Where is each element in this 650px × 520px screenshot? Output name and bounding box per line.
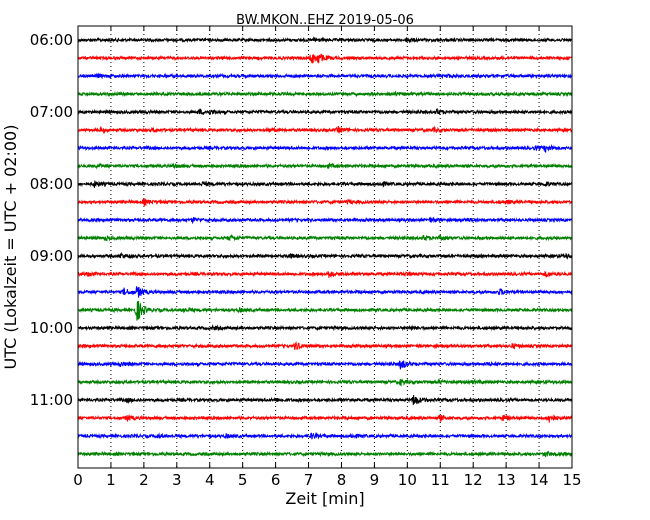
plot-frame [77,25,573,469]
y-hour-label: 11:00 [30,391,73,409]
trace-line [77,233,573,242]
x-axis: 0 1 2 3 4 5 6 7 8 9 10 11 12 13 14 15 [73,26,582,489]
x-tick-label: 7 [304,471,314,489]
trace-line [77,90,573,98]
trace-line [77,180,573,188]
trace-line [77,431,573,440]
x-tick-label: 9 [370,471,380,489]
x-tick-label: 10 [398,471,417,489]
trace-line [77,413,573,423]
y-hour-label: 09:00 [30,247,73,265]
trace-line [77,324,573,332]
x-tick-label: 1 [106,471,116,489]
trace-line [77,36,573,44]
trace-line [77,107,573,116]
y-hour-label: 10:00 [30,319,73,337]
vertical-grid [110,26,540,468]
trace-line [77,251,573,260]
y-axis: 06:00 07:00 08:00 09:00 10:00 11:00 [30,31,572,409]
trace-group [77,36,573,458]
x-tick-label: 8 [337,471,347,489]
trace-line [77,216,573,225]
trace-line [77,300,573,321]
trace-line [77,270,573,278]
x-tick-label: 11 [431,471,450,489]
x-tick-label: 14 [530,471,549,489]
y-axis-label: UTC (Lokalzeit = UTC + 02:00) [1,125,20,370]
y-hour-label: 06:00 [30,31,73,49]
x-tick-label: 3 [172,471,182,489]
trace-line [77,162,573,170]
trace-line [77,450,573,458]
x-tick-label: 4 [205,471,215,489]
x-tick-label: 5 [238,471,248,489]
trace-line [77,360,573,370]
x-tick-label: 15 [562,471,581,489]
x-tick-label: 13 [497,471,516,489]
trace-line [77,286,573,298]
trace-line [77,72,573,80]
trace-line [77,125,573,135]
y-hour-label: 08:00 [30,175,73,193]
x-tick-label: 0 [73,471,83,489]
trace-line [77,395,573,406]
trace-line [77,341,573,351]
trace-line [77,198,573,208]
trace-line [77,53,573,64]
x-tick-label: 6 [271,471,281,489]
x-tick-label: 2 [139,471,149,489]
y-hour-label: 07:00 [30,103,73,121]
x-axis-label: Zeit [min] [285,489,364,508]
trace-line [77,377,573,387]
chart-title: BW.MKON..EHZ 2019-05-06 [236,13,414,28]
x-tick-label: 12 [464,471,483,489]
trace-line [77,143,573,153]
